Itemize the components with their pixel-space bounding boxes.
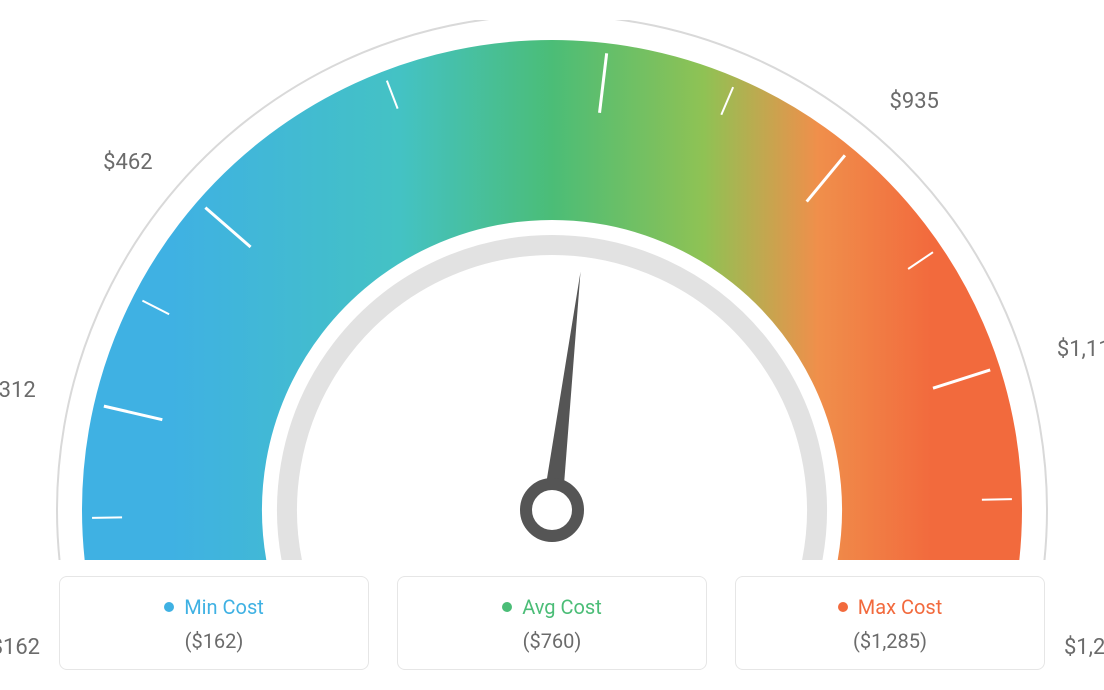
legend-row: Min Cost ($162) Avg Cost ($760) Max Cost… — [0, 576, 1104, 670]
legend-value-min: ($162) — [70, 629, 358, 653]
gauge-tick-label: $935 — [889, 89, 938, 114]
gauge-tick-label: $1,110 — [1057, 337, 1104, 362]
legend-label-min: Min Cost — [184, 595, 264, 619]
legend-label-avg: Avg Cost — [522, 595, 602, 619]
legend-label-max: Max Cost — [858, 595, 943, 619]
legend-value-avg: ($760) — [408, 629, 696, 653]
legend-title-avg: Avg Cost — [502, 595, 602, 619]
gauge-tick-label: $312 — [0, 378, 36, 403]
legend-title-max: Max Cost — [838, 595, 943, 619]
dot-icon — [502, 602, 512, 612]
legend-value-max: ($1,285) — [746, 629, 1034, 653]
dot-icon — [164, 602, 174, 612]
legend-card-min: Min Cost ($162) — [59, 576, 369, 670]
gauge-container: $162$312$462$760$935$1,110$1,285 — [0, 0, 1104, 560]
legend-card-avg: Avg Cost ($760) — [397, 576, 707, 670]
legend-title-min: Min Cost — [164, 595, 264, 619]
legend-card-max: Max Cost ($1,285) — [735, 576, 1045, 670]
gauge-tick-label: $462 — [103, 150, 152, 175]
dot-icon — [838, 602, 848, 612]
